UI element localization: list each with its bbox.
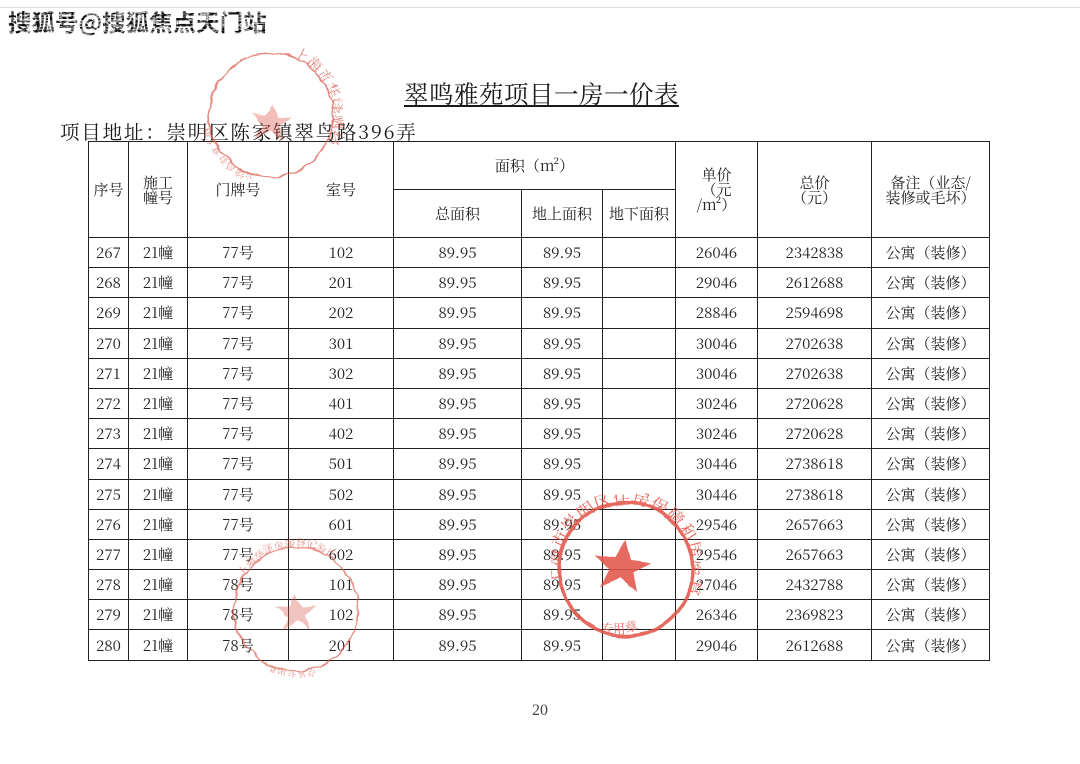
svg-text:上海华泽房源登记验讫: 上海华泽房源登记验讫 [233,537,340,578]
svg-text:公淦昌驻业专用: 公淦昌驻业专用 [199,125,256,185]
svg-text:上海市华泽驷经: 上海市华泽驷经 [290,43,343,149]
svg-text:搜狐号@搜狐焦点天门站: 搜狐号@搜狐焦点天门站 [8,4,267,38]
svg-text:专用章: 专用章 [600,616,640,638]
svg-text:交易专用章: 交易专用章 [266,663,318,681]
